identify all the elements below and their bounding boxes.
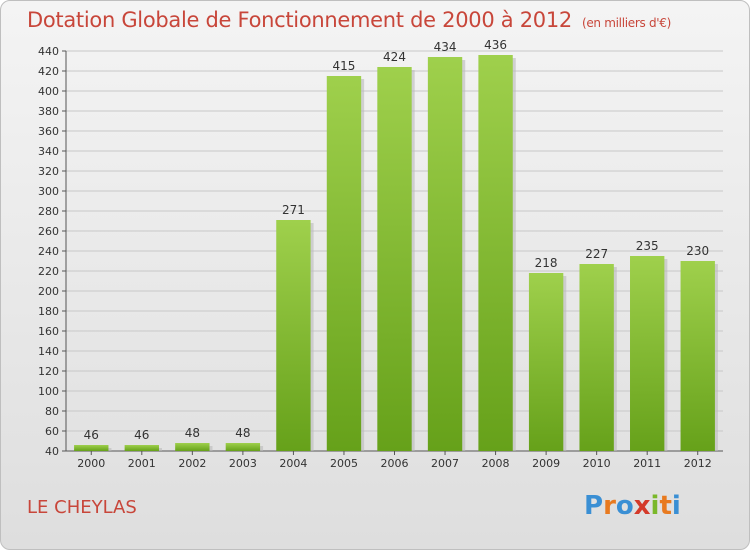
- data-label: 235: [636, 239, 659, 253]
- logo-letter: i: [671, 491, 681, 521]
- data-labels: 46 46 48 48 271 415 424 434 436 218 227 235 230: [84, 38, 710, 442]
- y-tick-label: 320: [38, 165, 59, 178]
- x-tick-label: 2012: [684, 457, 712, 470]
- logo-letter: o: [615, 491, 634, 521]
- y-tick-label: 400: [38, 85, 59, 98]
- data-label: 46: [84, 428, 99, 442]
- y-tick-label: 200: [38, 285, 59, 298]
- y-tick-label: 100: [38, 385, 59, 398]
- bar-2007: [427, 57, 463, 451]
- y-tick-label: 140: [38, 345, 59, 358]
- x-tick-label: 2010: [583, 457, 611, 470]
- x-tick-label: 2009: [532, 457, 560, 470]
- bar-2011: [630, 256, 665, 451]
- y-tick-label: 300: [38, 185, 59, 198]
- y-tick-label: 260: [38, 225, 59, 238]
- x-tick-label: 2000: [77, 457, 105, 470]
- y-tick-label: 380: [38, 105, 59, 118]
- x-tick-label: 2001: [128, 457, 156, 470]
- y-tick-label: 80: [45, 405, 59, 418]
- bar-2003: [225, 443, 261, 451]
- y-tick-label: 40: [45, 445, 59, 458]
- bar-2005: [326, 76, 362, 451]
- x-tick-label: 2006: [381, 457, 409, 470]
- bar-2004: [276, 220, 311, 451]
- x-tick-label: 2011: [633, 457, 661, 470]
- bar-2008: [478, 55, 513, 451]
- bar-2002: [175, 443, 210, 451]
- y-tick-label: 220: [38, 265, 59, 278]
- proxiti-logo: Proxiti: [584, 491, 681, 521]
- y-tick-label: 360: [38, 125, 59, 138]
- y-tick-label: 440: [38, 45, 59, 58]
- x-tick-label: 2007: [431, 457, 459, 470]
- x-tick-label: 2005: [330, 457, 358, 470]
- y-tick-label: 420: [38, 65, 59, 78]
- y-tick-label: 280: [38, 205, 59, 218]
- y-tick-label: 180: [38, 305, 59, 318]
- data-label: 434: [434, 40, 457, 54]
- data-label: 227: [585, 247, 608, 261]
- data-label: 415: [333, 59, 356, 73]
- bar-2006: [377, 67, 412, 451]
- y-tick-label: 120: [38, 365, 59, 378]
- data-label: 48: [185, 426, 200, 440]
- logo-letter: i: [650, 491, 660, 521]
- chart-title: Dotation Globale de Fonctionnement de 20…: [27, 8, 671, 32]
- x-tick-label: 2003: [229, 457, 257, 470]
- data-label: 230: [686, 244, 709, 258]
- logo-letter: r: [603, 491, 616, 521]
- y-tick-label: 240: [38, 245, 59, 258]
- bar-2001: [124, 445, 159, 451]
- title-text: Dotation Globale de Fonctionnement de 20…: [27, 8, 572, 32]
- logo-letter: x: [633, 491, 651, 521]
- data-label: 48: [235, 426, 250, 440]
- town-name: LE CHEYLAS: [27, 497, 137, 518]
- x-tick-label: 2002: [178, 457, 206, 470]
- data-label: 424: [383, 50, 406, 64]
- bars: [74, 55, 718, 451]
- y-tick-label: 60: [45, 425, 59, 438]
- y-tick-label: 340: [38, 145, 59, 158]
- x-tick-label: 2008: [482, 457, 510, 470]
- bar-2000: [74, 445, 109, 451]
- logo-letter: P: [584, 491, 604, 521]
- data-label: 46: [134, 428, 149, 442]
- x-tick-label: 2004: [279, 457, 307, 470]
- y-tick-label: 160: [38, 325, 59, 338]
- bar-2012: [680, 261, 715, 451]
- bar-2010: [579, 264, 614, 451]
- bar-2009: [528, 273, 564, 451]
- data-label: 436: [484, 38, 507, 52]
- data-label: 218: [535, 256, 558, 270]
- data-label: 271: [282, 203, 305, 217]
- logo-letter: t: [659, 491, 672, 521]
- unit-note: (en milliers d'€): [581, 16, 671, 30]
